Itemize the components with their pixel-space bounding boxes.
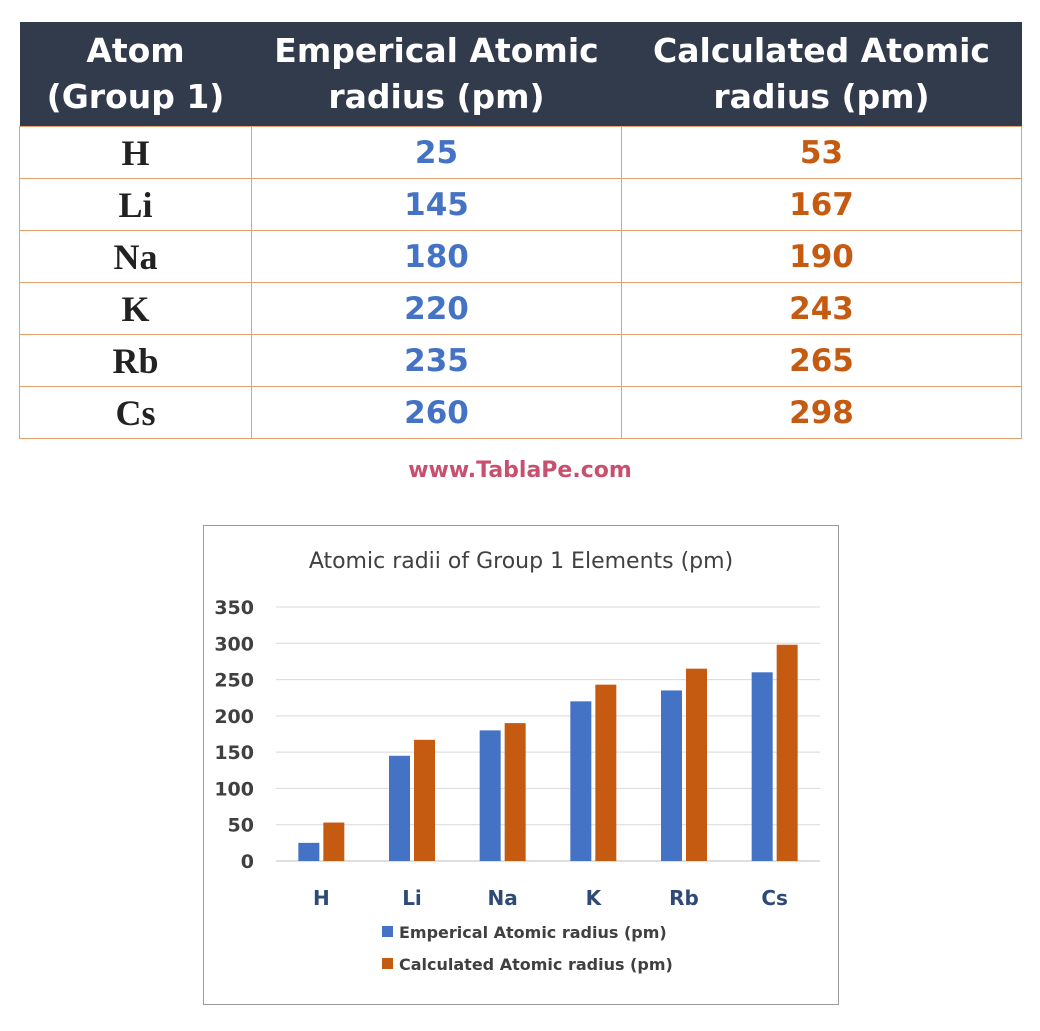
- header-calculated-line2: radius (pm): [713, 77, 930, 116]
- emperical-radius-cell: 25: [251, 126, 622, 179]
- calculated-radius-cell: 243: [621, 282, 1022, 335]
- emperical-radius-cell: 145: [251, 178, 622, 231]
- table-row: Na 180 190: [19, 230, 1022, 283]
- chart-title: Atomic radii of Group 1 Elements (pm): [309, 549, 733, 574]
- bar-rb-series-1: [661, 690, 682, 861]
- atom-cell: Li: [19, 178, 252, 231]
- emperical-radius-cell: 235: [251, 334, 622, 387]
- table-row: K 220 243: [19, 282, 1022, 335]
- y-tick-label: 250: [214, 670, 254, 692]
- atom-cell: Rb: [19, 334, 252, 387]
- bar-li-series-2: [414, 739, 435, 861]
- table-row: Cs 260 298: [19, 386, 1022, 439]
- header-atom-line1: Atom: [86, 31, 185, 70]
- emperical-radius-cell: 260: [251, 386, 622, 439]
- legend-swatch: [382, 926, 393, 937]
- calculated-radius-cell: 167: [621, 178, 1022, 231]
- atom-cell: K: [19, 282, 252, 335]
- bar-k-series-1: [570, 701, 592, 861]
- y-tick-label: 50: [228, 815, 254, 837]
- x-category-label: Li: [402, 886, 422, 910]
- x-category-label: Na: [488, 886, 518, 910]
- bar-li-series-1: [389, 755, 410, 861]
- bar-h-series-2: [323, 822, 345, 861]
- header-calculated-radius: Calculated Atomic radius (pm): [621, 22, 1022, 127]
- calculated-radius-cell: 53: [621, 126, 1022, 179]
- bar-cs-series-2: [776, 644, 798, 861]
- header-atom: Atom (Group 1): [19, 22, 252, 127]
- emperical-radius-cell: 180: [251, 230, 622, 283]
- table-header-row: Atom (Group 1) Emperical Atomic radius (…: [19, 22, 1022, 127]
- chart-area: Atomic radii of Group 1 Elements (pm) 0 50…: [203, 525, 839, 1005]
- emperical-radius-cell: 220: [251, 282, 622, 335]
- legend-swatch: [382, 958, 393, 969]
- x-category-label: H: [313, 886, 330, 910]
- bar-k-series-2: [595, 684, 617, 861]
- table-row: Rb 235 265: [19, 334, 1022, 387]
- website-watermark: www.TablaPe.com: [408, 458, 632, 483]
- legend-label: Emperical Atomic radius (pm): [399, 923, 667, 942]
- bar-rb-series-2: [686, 668, 707, 861]
- bar-na-series-1: [479, 730, 501, 861]
- atom-cell: Na: [19, 230, 252, 283]
- header-calculated-line1: Calculated Atomic: [653, 31, 990, 70]
- legend-label: Calculated Atomic radius (pm): [399, 955, 673, 974]
- header-emperical-line2: radius (pm): [328, 77, 545, 116]
- header-emperical-radius: Emperical Atomic radius (pm): [251, 22, 622, 127]
- y-tick-label: 100: [214, 778, 254, 800]
- y-tick-label: 200: [214, 706, 254, 728]
- calculated-radius-cell: 298: [621, 386, 1022, 439]
- header-atom-line2: (Group 1): [46, 77, 225, 116]
- calculated-radius-cell: 190: [621, 230, 1022, 283]
- y-tick-label: 150: [214, 742, 254, 764]
- bar-na-series-2: [504, 723, 526, 861]
- header-emperical-line1: Emperical Atomic: [274, 31, 599, 70]
- atom-cell: H: [19, 126, 252, 179]
- table-row: Li 145 167: [19, 178, 1022, 231]
- bar-chart: Atomic radii of Group 1 Elements (pm) 0 50…: [214, 549, 820, 974]
- x-category-label: Rb: [669, 886, 699, 910]
- x-category-label: K: [586, 886, 603, 910]
- atom-cell: Cs: [19, 386, 252, 439]
- y-tick-label: 350: [214, 597, 254, 619]
- bar-cs-series-1: [751, 672, 773, 861]
- bar-h-series-1: [298, 842, 320, 861]
- y-tick-label: 300: [214, 633, 254, 655]
- x-category-label: Cs: [761, 886, 788, 910]
- atomic-radius-table: Atom (Group 1) Emperical Atomic radius (…: [19, 22, 1022, 439]
- y-tick-label: 0: [241, 851, 254, 873]
- table-row: H 25 53: [19, 126, 1022, 179]
- calculated-radius-cell: 265: [621, 334, 1022, 387]
